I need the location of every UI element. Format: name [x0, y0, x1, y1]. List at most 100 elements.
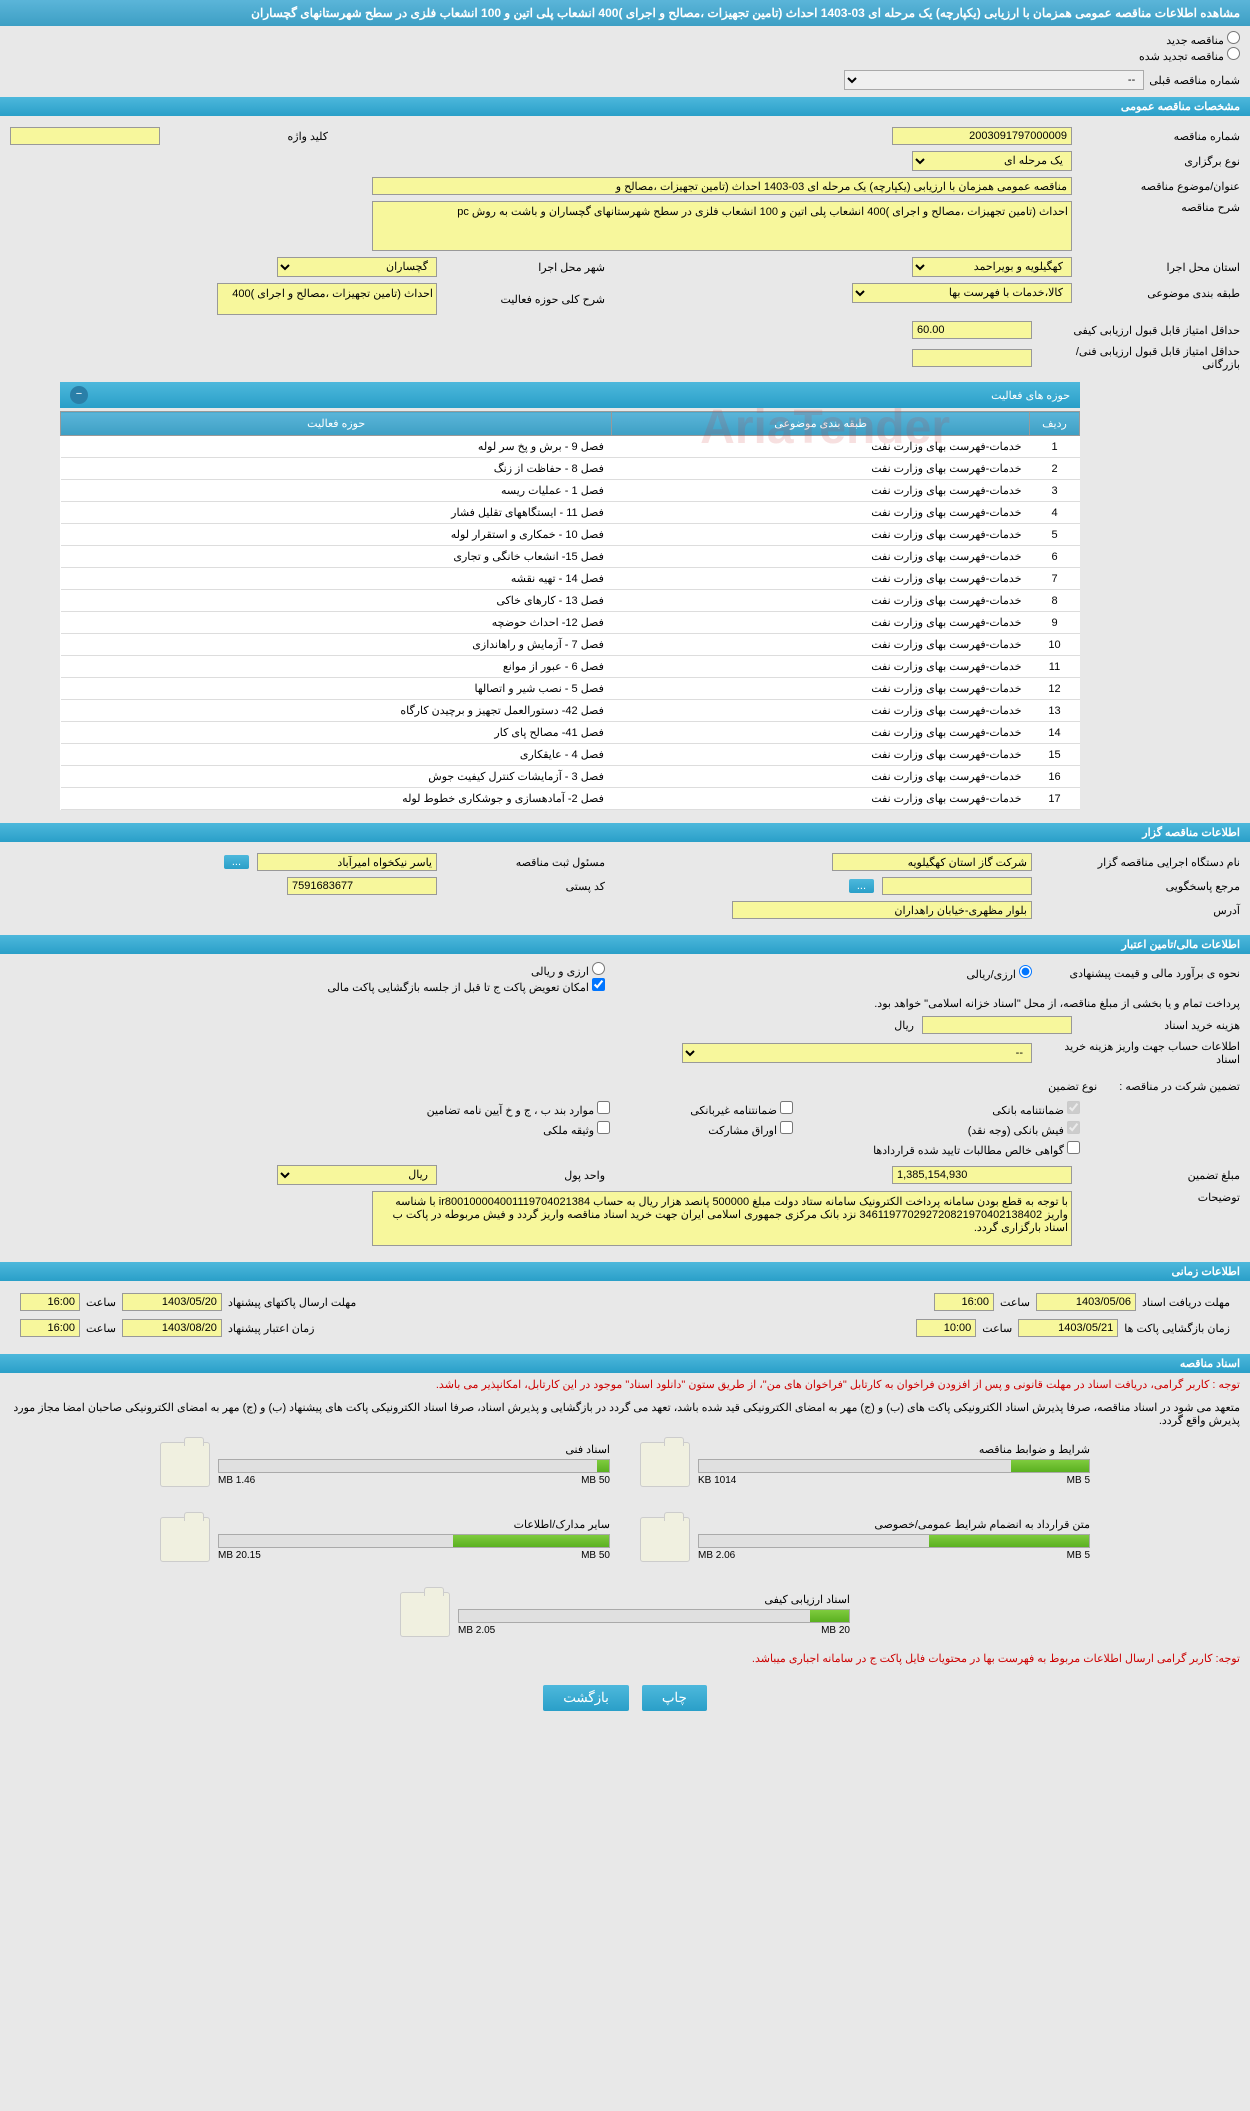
account-select[interactable]: --: [682, 1043, 1032, 1063]
address-input[interactable]: [732, 901, 1032, 919]
contact-input[interactable]: [882, 877, 1032, 895]
receive-time-input[interactable]: [934, 1293, 994, 1311]
submit-date-input[interactable]: [122, 1293, 222, 1311]
submit-label: مهلت ارسال پاکتهای پیشنهاد: [228, 1296, 356, 1309]
doc-cost-label: هزینه خرید اسناد: [1080, 1019, 1240, 1032]
check-bonds[interactable]: اوراق مشارکت: [690, 1121, 793, 1137]
table-row: 8خدمات-فهرست بهای وزارت نفتفصل 13 - کاره…: [61, 590, 1080, 612]
min-quality-input[interactable]: [912, 321, 1032, 339]
doc-total: 50 MB: [581, 1550, 610, 1561]
province-select[interactable]: کهگیلویه و بویراحمد: [912, 257, 1072, 277]
doc-item[interactable]: اسناد فنی 50 MB1.46 MB: [160, 1442, 610, 1487]
doc-used: 1014 KB: [698, 1475, 736, 1486]
table-row: 2خدمات-فهرست بهای وزارت نفتفصل 8 - حفاظت…: [61, 458, 1080, 480]
validity-label: زمان اعتبار پیشنهاد: [228, 1322, 315, 1335]
section-documents: اسناد مناقصه: [0, 1354, 1250, 1373]
table-row: 5خدمات-فهرست بهای وزارت نفتفصل 10 - خمکا…: [61, 524, 1080, 546]
doc-item[interactable]: متن قرارداد به انضمام شرایط عمومی/خصوصی …: [640, 1517, 1090, 1562]
check-cases[interactable]: موارد بند ب ، ج و خ آیین نامه تضامین: [427, 1101, 611, 1117]
submit-time-input[interactable]: [20, 1293, 80, 1311]
table-row: 10خدمات-فهرست بهای وزارت نفتفصل 7 - آزما…: [61, 634, 1080, 656]
estimate-label: نحوه ی برآورد مالی و قیمت پیشنهادی: [1040, 967, 1240, 980]
desc-textarea[interactable]: احداث (تامین تجهیزات ،مصالح و اجرای )400…: [372, 201, 1072, 251]
receive-date-input[interactable]: [1036, 1293, 1136, 1311]
guarantee-label: تضمین شرکت در مناقصه :: [1119, 1080, 1240, 1093]
contact-more-button[interactable]: ...: [849, 879, 874, 893]
check-nonbank[interactable]: ضمانتنامه غیربانکی: [690, 1101, 793, 1117]
doc-item[interactable]: سایر مدارک/اطلاعات 50 MB 20.15 MB: [160, 1517, 610, 1562]
table-row: 16خدمات-فهرست بهای وزارت نفتفصل 3 - آزما…: [61, 766, 1080, 788]
notes-textarea[interactable]: با توجه به قطع بودن سامانه پرداخت الکترو…: [372, 1191, 1072, 1246]
address-label: آدرس: [1040, 904, 1240, 917]
table-row: 13خدمات-فهرست بهای وزارت نفتفصل 42- دستو…: [61, 700, 1080, 722]
open-date-input[interactable]: [1018, 1319, 1118, 1337]
check-receivables[interactable]: گواهی خالص مطالبات تایید شده قراردادها: [873, 1141, 1080, 1157]
table-row: 12خدمات-فهرست بهای وزارت نفتفصل 5 - نصب …: [61, 678, 1080, 700]
minimize-icon[interactable]: −: [70, 386, 88, 404]
doc-title: سایر مدارک/اطلاعات: [218, 1518, 610, 1531]
back-button[interactable]: بازگشت: [543, 1685, 629, 1711]
table-row: 15خدمات-فهرست بهای وزارت نفتفصل 4 - عایق…: [61, 744, 1080, 766]
scope-label: شرح کلی حوزه فعالیت: [445, 293, 605, 306]
check-bank[interactable]: ضمانتنامه بانکی: [873, 1101, 1080, 1117]
tender-no-input[interactable]: [892, 127, 1072, 145]
radio-new[interactable]: مناقصه جدید: [1166, 35, 1240, 47]
subject-label: عنوان/موضوع مناقصه: [1080, 180, 1240, 193]
doc-cost-input[interactable]: [922, 1016, 1072, 1034]
radio-currency[interactable]: ارزی/ریالی: [966, 965, 1032, 981]
check-replace[interactable]: امکان تعویض پاکت ج تا قبل از جلسه بازگشا…: [327, 982, 605, 994]
category-label: طبقه بندی موضوعی: [1080, 287, 1240, 300]
radio-new-label: مناقصه جدید: [1166, 35, 1224, 47]
folder-icon: [640, 1517, 690, 1562]
check-cash[interactable]: فیش بانکی (وجه نقد): [873, 1121, 1080, 1137]
doc-title: اسناد فنی: [218, 1443, 610, 1456]
contact-label: مرجع پاسخگویی: [1040, 880, 1240, 893]
open-label: زمان بازگشایی پاکت ها: [1124, 1322, 1230, 1335]
amount-input[interactable]: [892, 1166, 1072, 1184]
category-select[interactable]: کالا،خدمات با فهرست بها: [852, 283, 1072, 303]
subject-input[interactable]: [372, 177, 1072, 195]
doc-used: 2.05 MB: [458, 1625, 495, 1636]
radio-renewed[interactable]: مناقصه تجدید شده: [1139, 51, 1240, 63]
doc-title: متن قرارداد به انضمام شرایط عمومی/خصوصی: [698, 1518, 1090, 1531]
keyword-input[interactable]: [10, 127, 160, 145]
validity-time-input[interactable]: [20, 1319, 80, 1337]
tender-type-radios: مناقصه جدید مناقصه تجدید شده: [0, 26, 1250, 68]
scope-textarea[interactable]: احداث (تامین تجهیزات ،مصالح و اجرای )400: [217, 283, 437, 315]
rial-label: ریال: [894, 1019, 914, 1032]
currency-select[interactable]: ریال: [277, 1165, 437, 1185]
guarantee-type-label: نوع تضمین: [1048, 1080, 1097, 1093]
min-tech-label: حداقل امتیاز قابل قبول ارزیابی فنی/بازرگ…: [1040, 345, 1240, 371]
table-row: 6خدمات-فهرست بهای وزارت نفتفصل 15- انشعا…: [61, 546, 1080, 568]
col-scope: حوزه فعالیت: [61, 412, 612, 436]
docs-note1: توجه : کاربر گرامی، دریافت اسناد در مهلت…: [0, 1373, 1250, 1396]
min-tech-input[interactable]: [912, 349, 1032, 367]
prev-tender-label: شماره مناقصه قبلی: [1149, 74, 1240, 87]
account-label: اطلاعات حساب جهت واریز هزینه خرید اسناد: [1040, 1040, 1240, 1066]
print-button[interactable]: چاپ: [642, 1685, 707, 1711]
payment-note: پرداخت تمام و یا بخشی از مبلغ مناقصه، از…: [10, 994, 1240, 1013]
receive-label: مهلت دریافت اسناد: [1142, 1296, 1230, 1309]
table-row: 14خدمات-فهرست بهای وزارت نفتفصل 41- مصال…: [61, 722, 1080, 744]
city-select[interactable]: گچساران: [277, 257, 437, 277]
reg-input[interactable]: [257, 853, 437, 871]
open-time-input[interactable]: [916, 1319, 976, 1337]
city-label: شهر محل اجرا: [445, 261, 605, 274]
check-property[interactable]: وثیقه ملکی: [427, 1121, 611, 1137]
postal-input[interactable]: [287, 877, 437, 895]
prev-tender-select[interactable]: --: [844, 70, 1144, 90]
col-row: ردیف: [1030, 412, 1080, 436]
radio-rial-only[interactable]: ارزی و ریالی: [531, 966, 605, 978]
type-select[interactable]: یک مرحله ای: [912, 151, 1072, 171]
type-label: نوع برگزاری: [1080, 155, 1240, 168]
folder-icon: [640, 1442, 690, 1487]
reg-more-button[interactable]: ...: [224, 855, 249, 869]
postal-label: کد پستی: [445, 880, 605, 893]
doc-total: 20 MB: [821, 1625, 850, 1636]
doc-used: 20.15 MB: [218, 1550, 261, 1561]
org-input[interactable]: [832, 853, 1032, 871]
doc-item[interactable]: شرایط و ضوابط مناقصه 5 MB1014 KB: [640, 1442, 1090, 1487]
activities-title: حوزه های فعالیت: [991, 389, 1070, 402]
validity-date-input[interactable]: [122, 1319, 222, 1337]
doc-item[interactable]: اسناد ارزیابی کیفی 20 MB2.05 MB: [400, 1592, 850, 1637]
